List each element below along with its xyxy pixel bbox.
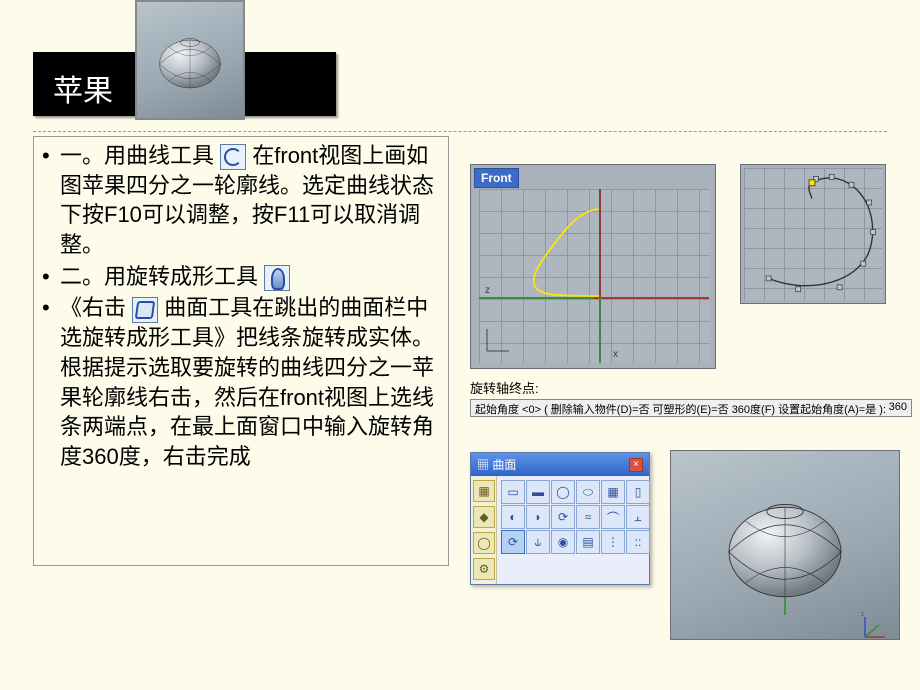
control-point[interactable] xyxy=(837,285,842,290)
toolbox-tool-icon[interactable]: ⬭ xyxy=(576,480,600,504)
instruction-2-text: 二。用旋转成形工具 xyxy=(60,264,264,289)
command-line[interactable]: 起始角度 <0> ( 删除输入物件(D)=否 可塑形的(E)=否 360度(F)… xyxy=(470,399,912,417)
curve-editor-viewport[interactable] xyxy=(740,164,886,304)
control-point[interactable] xyxy=(849,182,854,187)
instruction-3-pre: 《右击 xyxy=(60,295,132,320)
toolbox-side-icon[interactable]: ◯ xyxy=(473,532,495,554)
command-line-text: 起始角度 <0> ( 删除输入物件(D)=否 可塑形的(E)=否 360度(F)… xyxy=(475,401,886,415)
surface-toolbox[interactable]: ▦ 曲面 × ▦◆◯⚙ ▭▬◯⬭▦▯◐◗⟳≈⌒⫠⟳⫝◉▤⋮:: xyxy=(470,452,650,585)
control-point[interactable] xyxy=(796,287,801,292)
result-viewport[interactable]: z xyxy=(670,450,900,640)
toolbox-tool-icon[interactable]: ◯ xyxy=(551,480,575,504)
apple-thumb-svg xyxy=(150,20,230,100)
toolbox-tool-icon[interactable]: ⟳ xyxy=(501,530,525,554)
toolbox-tool-icon[interactable]: ▭ xyxy=(501,480,525,504)
toolbox-grid: ▭▬◯⬭▦▯◐◗⟳≈⌒⫠⟳⫝◉▤⋮:: xyxy=(497,476,654,584)
svg-text:z: z xyxy=(861,612,864,618)
toolbox-side-icon[interactable]: ⚙ xyxy=(473,558,495,580)
toolbox-tool-icon[interactable]: ▦ xyxy=(601,480,625,504)
toolbox-tool-icon[interactable]: ▯ xyxy=(626,480,650,504)
axis-widget-icon: z xyxy=(861,611,891,641)
toolbox-side-icon[interactable]: ▦ xyxy=(473,480,495,502)
active-control-point[interactable] xyxy=(809,180,815,186)
toolbox-tool-icon[interactable]: :: xyxy=(626,530,650,554)
front-viewport-label: Front xyxy=(474,168,519,188)
instructions-box: 一。用曲线工具 在front视图上画如图苹果四分之一轮廓线。选定曲线状态下按F1… xyxy=(33,136,449,566)
axis-label-x: x xyxy=(613,349,618,360)
control-point[interactable] xyxy=(829,174,834,179)
front-viewport-grid: z x xyxy=(479,189,709,363)
apple-quarter-curve xyxy=(534,209,599,296)
toolbox-tool-icon[interactable]: ⋮ xyxy=(601,530,625,554)
toolbox-side: ▦ ◆ ◯ ⚙ xyxy=(471,476,497,584)
toolbox-tool-icon[interactable]: ◉ xyxy=(551,530,575,554)
instruction-item-3: 《右击 曲面工具在跳出的曲面栏中选旋转成形工具》把线条旋转成实体。根据提示选取要… xyxy=(60,293,438,471)
toolbox-side-icon[interactable]: ◆ xyxy=(473,506,495,528)
instruction-item-2: 二。用旋转成形工具 xyxy=(60,262,438,292)
instruction-3-post: 曲面工具在跳出的曲面栏中选旋转成形工具》把线条旋转成实体。根据提示选取要旋转的曲… xyxy=(60,295,434,468)
toolbox-tool-icon[interactable]: ◗ xyxy=(526,505,550,529)
toolbox-titlebar[interactable]: ▦ 曲面 × xyxy=(471,453,649,476)
instruction-item-1: 一。用曲线工具 在front视图上画如图苹果四分之一轮廓线。选定曲线状态下按F1… xyxy=(60,141,438,260)
control-point[interactable] xyxy=(871,230,876,235)
command-line-input[interactable]: 360 xyxy=(889,401,907,415)
edit-curve xyxy=(769,178,873,286)
toolbox-tool-icon[interactable]: ≈ xyxy=(576,505,600,529)
close-icon[interactable]: × xyxy=(629,458,643,472)
apple-thumbnail xyxy=(135,0,245,120)
front-viewport[interactable]: Front z x xyxy=(470,164,716,369)
toolbox-tool-icon[interactable]: ⫝ xyxy=(526,530,550,554)
instruction-1-pre: 一。用曲线工具 xyxy=(60,143,220,168)
header: 苹果 xyxy=(0,0,920,130)
divider xyxy=(33,131,887,133)
toolbox-body: ▦◆◯⚙ ▭▬◯⬭▦▯◐◗⟳≈⌒⫠⟳⫝◉▤⋮:: xyxy=(471,476,649,584)
toolbox-tool-icon[interactable]: ▬ xyxy=(526,480,550,504)
toolbox-tool-icon[interactable]: ⟳ xyxy=(551,505,575,529)
surface-tool-icon xyxy=(132,297,158,323)
command-label: 旋转轴终点: xyxy=(470,378,912,397)
toolbox-tool-icon[interactable]: ⌒ xyxy=(601,505,625,529)
axis-x xyxy=(479,297,709,299)
control-point[interactable] xyxy=(867,200,872,205)
axis-y xyxy=(599,189,601,363)
axis-label-z: z xyxy=(485,285,490,296)
front-curve-svg: z x xyxy=(479,189,709,363)
toolbox-title-icon: ▦ xyxy=(477,458,489,472)
control-point[interactable] xyxy=(766,276,771,281)
revolve-tool-icon xyxy=(264,265,290,291)
result-apple-svg xyxy=(710,475,860,615)
toolbox-title: 曲面 xyxy=(492,458,516,472)
toolbox-tool-icon[interactable]: ▤ xyxy=(576,530,600,554)
curve-tool-icon xyxy=(220,144,246,170)
axis-widget xyxy=(487,329,509,351)
toolbox-tool-icon[interactable]: ◐ xyxy=(501,505,525,529)
curve-editor-svg xyxy=(741,165,885,303)
toolbox-tool-icon[interactable]: ⫠ xyxy=(626,505,650,529)
command-group: 旋转轴终点: 起始角度 <0> ( 删除输入物件(D)=否 可塑形的(E)=否 … xyxy=(470,378,912,417)
control-point[interactable] xyxy=(861,261,866,266)
